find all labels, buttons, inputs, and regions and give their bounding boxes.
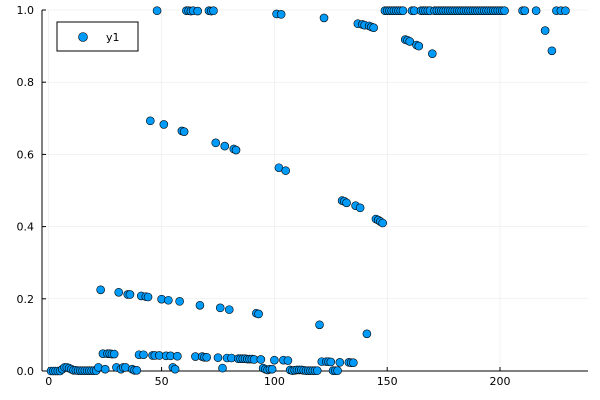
data-point bbox=[319, 13, 329, 23]
data-point bbox=[209, 6, 218, 16]
data-point bbox=[202, 352, 212, 362]
y-tick-label: 0.6 bbox=[17, 148, 35, 161]
legend-label-y1: y1 bbox=[106, 31, 120, 44]
data-point bbox=[220, 141, 230, 151]
data-point bbox=[159, 120, 169, 129]
data-point bbox=[369, 23, 378, 32]
data-point bbox=[405, 37, 415, 46]
data-point bbox=[428, 49, 437, 58]
legend: y1 bbox=[56, 21, 139, 52]
data-point bbox=[362, 329, 372, 339]
data-point bbox=[100, 364, 110, 374]
data-point bbox=[143, 292, 153, 302]
data-point bbox=[175, 297, 184, 306]
data-point bbox=[231, 145, 241, 155]
data-point bbox=[531, 6, 541, 16]
data-point bbox=[312, 366, 322, 375]
x-tick-label: 200 bbox=[490, 375, 511, 388]
data-point bbox=[96, 285, 105, 295]
data-point bbox=[333, 366, 342, 375]
x-tick-label: 50 bbox=[155, 375, 169, 388]
data-point bbox=[267, 364, 277, 374]
x-tick-label: 100 bbox=[264, 375, 285, 388]
data-point bbox=[193, 6, 202, 16]
data-point bbox=[224, 305, 234, 314]
data-point bbox=[270, 355, 279, 365]
data-point bbox=[378, 218, 387, 228]
data-point bbox=[211, 138, 221, 148]
data-point bbox=[164, 295, 173, 305]
data-point bbox=[218, 363, 227, 373]
y-tick-label: 0.8 bbox=[17, 76, 35, 89]
data-point bbox=[414, 41, 424, 51]
y-tick-label: 0.4 bbox=[17, 221, 35, 234]
data-point bbox=[315, 320, 324, 330]
data-point bbox=[326, 357, 336, 367]
data-points bbox=[46, 6, 570, 376]
data-point bbox=[179, 127, 189, 136]
data-point bbox=[254, 309, 263, 319]
y-tick-label: 0.2 bbox=[17, 293, 35, 306]
data-point bbox=[132, 365, 142, 375]
legend-marker bbox=[78, 32, 88, 42]
tick-labels: 0 50 100 150 200 0.0 0.2 0.4 0.6 0.8 1.0 bbox=[17, 4, 511, 388]
data-point bbox=[547, 46, 557, 56]
data-point bbox=[500, 6, 509, 16]
data-point bbox=[398, 6, 408, 16]
data-point bbox=[256, 355, 266, 364]
data-point bbox=[152, 6, 162, 16]
x-tick-label: 0 bbox=[45, 375, 52, 388]
x-tick-label: 150 bbox=[377, 375, 398, 388]
data-point bbox=[520, 6, 530, 16]
legend-box bbox=[56, 21, 139, 52]
data-point bbox=[139, 350, 148, 360]
data-point bbox=[355, 203, 365, 213]
data-point bbox=[215, 303, 225, 313]
data-point bbox=[195, 300, 205, 310]
data-point bbox=[125, 290, 135, 299]
data-point bbox=[561, 6, 570, 16]
data-point bbox=[335, 358, 345, 367]
data-point bbox=[109, 349, 119, 359]
y-tick-label: 0.0 bbox=[17, 365, 35, 378]
data-point bbox=[173, 351, 182, 361]
data-point bbox=[540, 26, 550, 35]
data-point bbox=[342, 198, 351, 208]
data-point bbox=[213, 353, 223, 362]
data-point bbox=[114, 288, 124, 297]
y-tick-label: 1.0 bbox=[17, 4, 35, 17]
data-point bbox=[170, 364, 180, 374]
data-point bbox=[283, 356, 293, 365]
data-point bbox=[276, 10, 286, 19]
data-point bbox=[281, 166, 290, 175]
data-point bbox=[145, 116, 155, 126]
data-point bbox=[349, 358, 358, 367]
